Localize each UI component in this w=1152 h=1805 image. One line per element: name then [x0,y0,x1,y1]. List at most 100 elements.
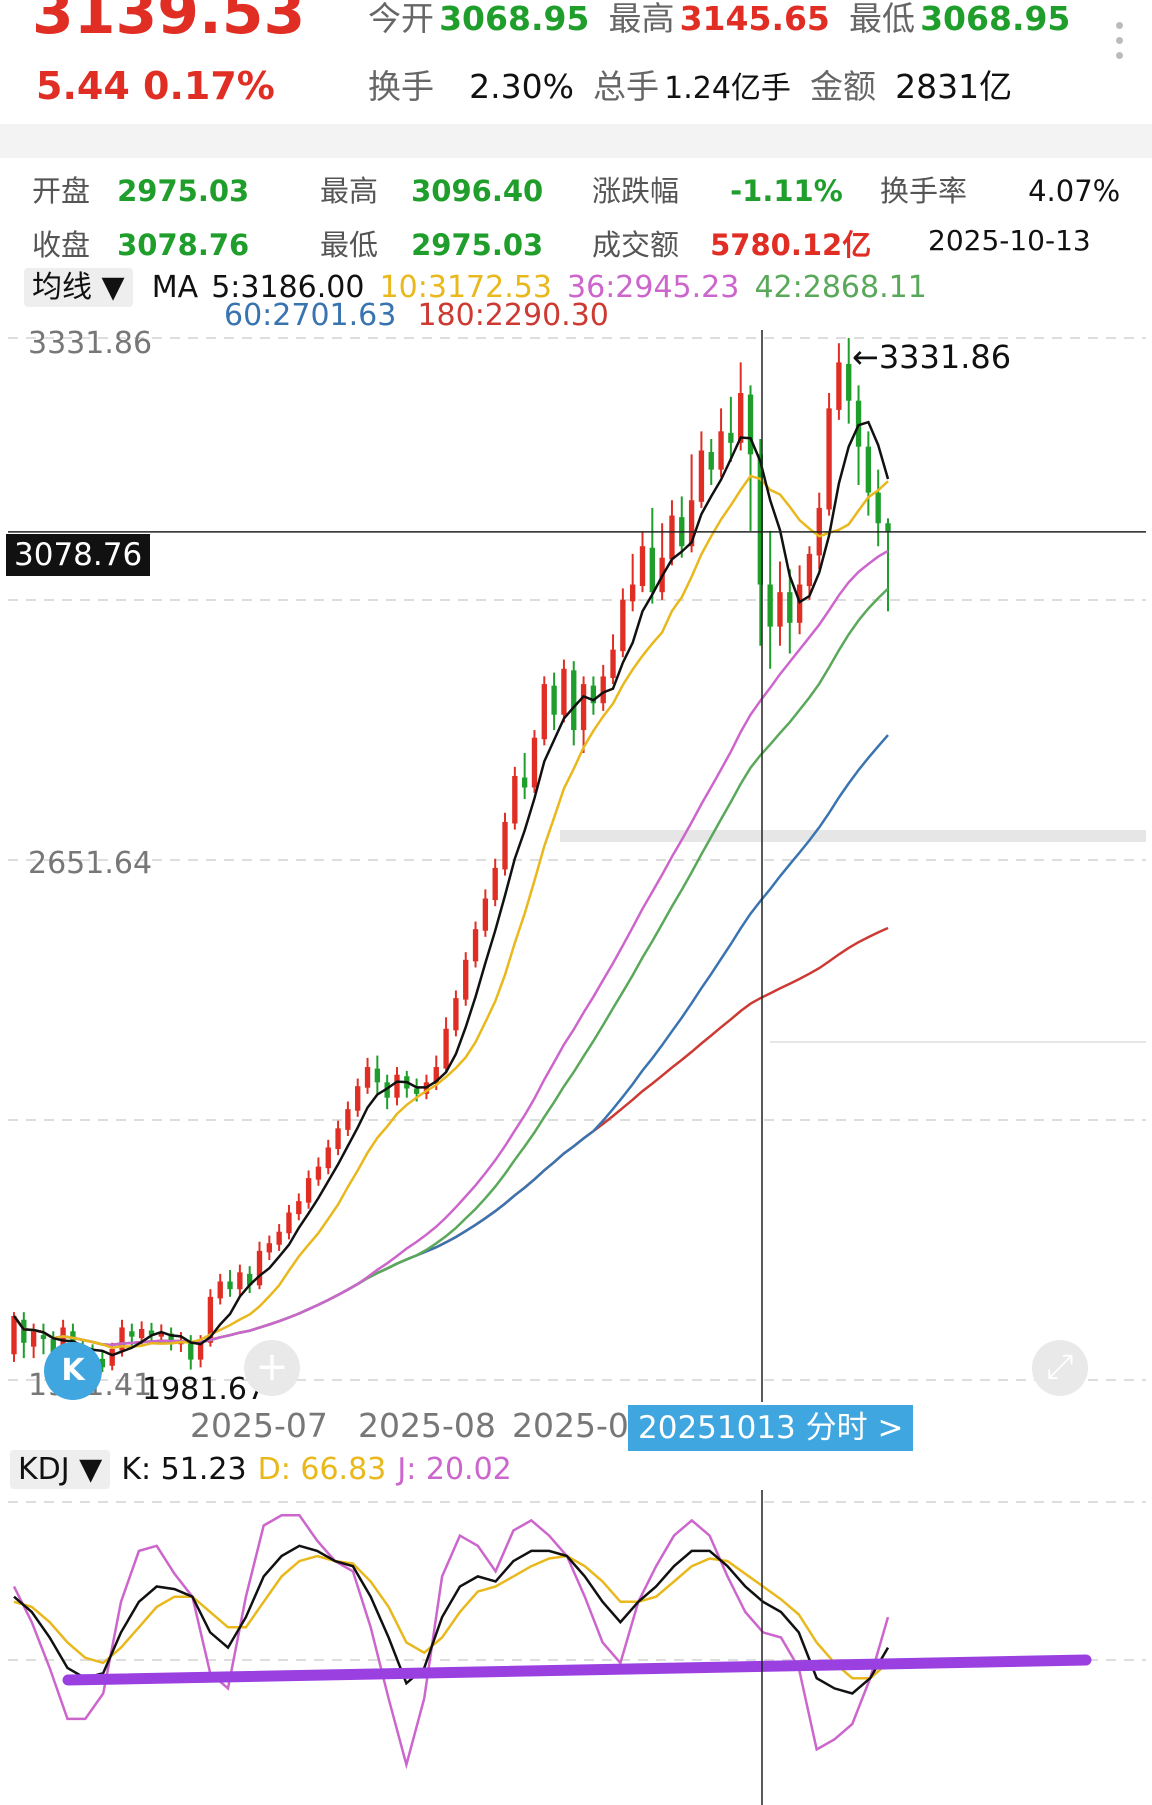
candle-body [138,1328,145,1339]
intraday-link-button[interactable]: 20251013 分时 > [628,1405,914,1451]
today-low-label: 最低 [849,0,915,38]
k-line-button[interactable]: K [44,1342,102,1400]
amount-value-2: 5780.12亿 [710,228,872,262]
ma-title: MA [151,270,199,305]
candle-body [374,1068,381,1083]
candle-body [482,898,489,931]
candle-body [787,592,793,623]
ma36-line [12,549,889,1347]
volume-value: 1.24亿手 [664,71,791,106]
candle-body [620,599,626,652]
open-value: 2975.03 [117,174,250,208]
ma-selector[interactable]: 均线 ▼ [24,268,133,307]
candle-body [610,649,616,678]
max-price-value: 3331.86 [878,338,1012,376]
candle-body [521,777,528,788]
quote-header: 3139.53 5.44 0.17% 今开 3068.95 最高 3145.65… [0,0,1152,122]
amount-label-2: 成交额 [592,228,680,262]
candle-body [630,584,636,602]
amount-value: 2831亿 [895,67,1013,106]
candle-body [21,1319,27,1343]
candle-body [571,670,577,731]
candle-body [364,1067,371,1088]
candle-body [885,523,891,532]
pct-value: -1.11% [730,174,843,208]
kdj-chart[interactable] [0,1490,1152,1805]
candle-body [305,1178,312,1203]
candle-body [590,685,597,704]
candle-body [266,1243,272,1253]
ma-selector-label: 均线 [32,270,92,305]
candle-body [551,685,557,715]
kdj-legend: KDJ ▼ K: 51.23 D: 66.83 J: 20.02 [10,1450,512,1489]
info-high: 最高 3096.40 [320,168,543,210]
candle-body [512,776,518,824]
y-tick-mid: 2651.64 [28,846,153,881]
ma5-line [12,420,890,1357]
candle-body [394,1074,400,1098]
candle-body [718,431,724,470]
candle-body [256,1250,263,1286]
candle-body [826,408,832,510]
today-high-label: 最高 [608,0,675,38]
more-menu-icon[interactable] [1116,22,1124,66]
low-value: 2975.03 [411,228,544,262]
fullscreen-icon[interactable]: ⤢ [1032,1340,1088,1396]
info-amount: 成交额 5780.12亿 [592,222,871,264]
price-change: 5.44 0.17% [36,64,275,108]
candle-body [197,1342,204,1360]
candle-body [561,668,567,715]
caret-down-icon: ▼ [79,1452,103,1487]
ma60-line [12,734,889,1347]
kdj-selector[interactable]: KDJ ▼ [10,1450,111,1489]
candle-body [40,1335,47,1339]
x-tick-aug: 2025-08 [358,1406,496,1445]
candle-body [580,684,587,731]
candle-body [639,546,646,587]
pct-label: 涨跌幅 [592,174,680,208]
candle-body [492,867,498,901]
kdj-k-line [13,1544,890,1695]
open-label: 开盘 [32,174,91,208]
candle-body [855,400,862,447]
candle-body [207,1296,214,1343]
price-change-pct: 0.17% [143,64,275,108]
ma42-value: 42:2868.11 [754,270,927,305]
kdj-k-value: K: 51.23 [121,1452,247,1487]
ma10-line [12,474,889,1350]
max-price-annotation: ←3331.86 [852,338,1012,376]
header-divider [0,124,1152,158]
candle-body [286,1212,292,1234]
candle-body [433,1067,439,1084]
today-open-value: 3068.95 [439,0,590,38]
candle-body [472,929,479,962]
candle-body [158,1332,164,1337]
candle-body [502,821,508,870]
volume-label: 总手 [593,67,660,106]
candle-body [738,393,744,443]
ma-legend-row-1: 均线 ▼ MA 5:3186.00 10:3172.53 36:2945.23 … [24,262,927,307]
candle-body [453,998,459,1031]
ma180-value: 180:2290.30 [417,298,609,333]
today-high-value: 3145.65 [679,0,830,38]
turnover-rate-value: 4.07% [1028,174,1121,208]
candle-body [443,1028,449,1069]
candle-body [728,432,734,443]
close-value: 3078.76 [117,228,250,262]
candle-body [129,1331,135,1337]
zoom-in-icon[interactable]: + [244,1340,300,1396]
candle-body [345,1109,351,1130]
candlestick-chart[interactable] [0,330,1152,1402]
info-turnover: 换手率 4.07% [880,168,1120,210]
volume-row: 换手 2.30% 总手 1.24亿手 金额 2831亿 [368,60,1012,108]
candle-body [188,1342,194,1360]
today-open-label: 今开 [368,0,434,38]
candle-body [315,1166,322,1180]
info-row-1: 开盘 2975.03 [32,168,249,210]
amount-label: 金额 [810,67,877,106]
kdj-d-line [13,1554,889,1680]
candle-body [865,446,872,493]
candle-body [806,553,813,587]
candle-body [688,500,695,547]
caret-down-icon: ▼ [101,270,125,305]
